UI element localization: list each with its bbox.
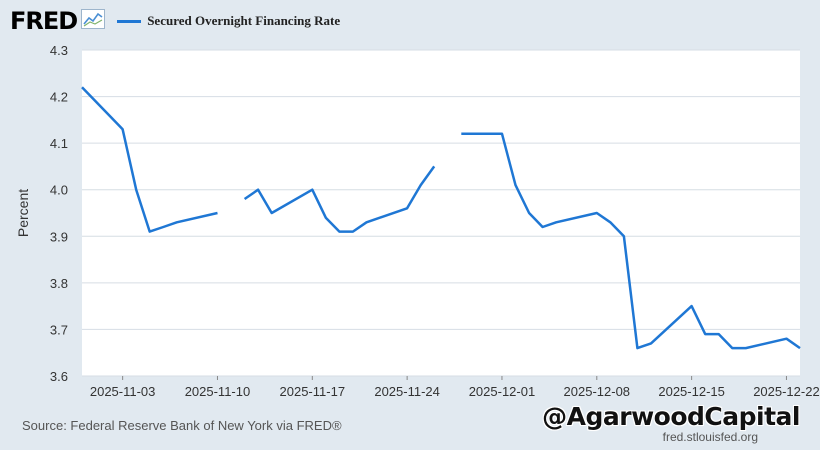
x-tick-label: 2025-11-24 xyxy=(374,384,440,399)
legend-label: Secured Overnight Financing Rate xyxy=(147,13,341,28)
x-tick-label: 2025-12-08 xyxy=(564,384,631,399)
x-tick-label: 2025-11-10 xyxy=(185,384,251,399)
y-tick-label: 3.6 xyxy=(50,369,68,384)
x-axis-ticks: 2025-11-03 2025-11-10 2025-11-17 2025-11-24… xyxy=(90,376,820,399)
y-tick-label: 4.3 xyxy=(50,43,68,58)
x-tick-label: 2025-12-15 xyxy=(658,384,725,399)
source-url[interactable]: fred.stlouisfed.org xyxy=(662,430,758,444)
x-tick-label: 2025-12-22 xyxy=(753,384,820,399)
watermark: @AgarwoodCapital xyxy=(542,402,800,431)
x-tick-label: 2025-12-01 xyxy=(469,384,536,399)
x-tick-label: 2025-11-03 xyxy=(90,384,156,399)
legend: Secured Overnight Financing Rate xyxy=(117,13,340,29)
fred-logo[interactable]: FRED xyxy=(10,7,78,35)
y-tick-label: 4.0 xyxy=(50,183,68,198)
plot-background xyxy=(82,50,800,376)
source-note: Source: Federal Reserve Bank of New York… xyxy=(22,418,342,433)
series-line-segment xyxy=(243,165,436,233)
y-tick-label: 3.9 xyxy=(50,229,68,244)
y-tick-label: 3.7 xyxy=(50,322,68,337)
fred-chart-icon xyxy=(81,8,106,34)
gridlines xyxy=(82,49,800,377)
y-tick-label: 4.1 xyxy=(50,136,68,151)
chart-header: FRED Secured Overnight Financing Rate xyxy=(10,6,340,36)
y-tick-label: 3.8 xyxy=(50,276,68,291)
y-tick-label: 4.2 xyxy=(50,90,68,105)
y-axis-ticks: 3.6 3.7 3.8 3.9 4.0 4.1 4.2 4.3 xyxy=(50,43,68,384)
series-lines xyxy=(81,86,801,350)
y-axis-label: Percent xyxy=(15,189,31,237)
series-line-segment xyxy=(461,132,801,350)
legend-swatch xyxy=(117,19,142,23)
x-tick-label: 2025-11-17 xyxy=(280,384,346,399)
series-line-segment xyxy=(81,86,218,233)
